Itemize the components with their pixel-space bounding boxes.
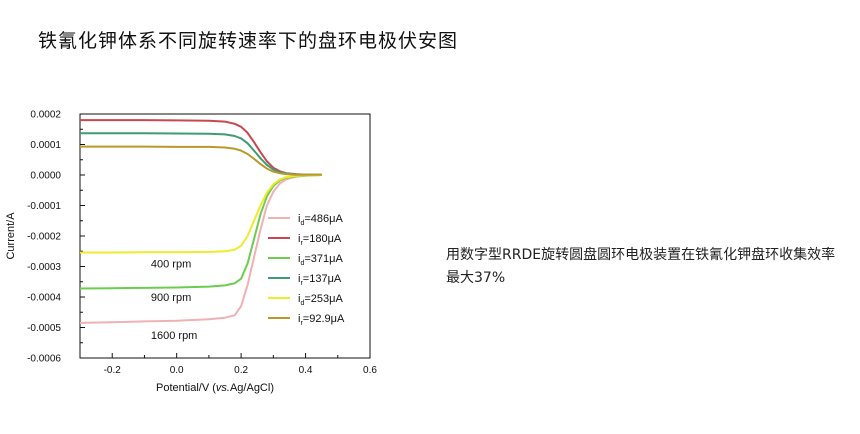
legend-label-0: id=486μA bbox=[298, 213, 343, 227]
y-tick-label: -0.0002 bbox=[27, 232, 61, 243]
x-axis-title: Potential/V (vs.Ag/AgCl) bbox=[156, 382, 274, 394]
y-tick-label: 0.0002 bbox=[30, 110, 61, 121]
legend-label-rest: =137μA bbox=[303, 273, 342, 285]
legend-label-main: i bbox=[298, 213, 300, 225]
chart-svg: 0.0002 0.0001 0.0000 -0.0001 -0.0002 -0.0003 -… bbox=[5, 110, 378, 395]
legend-label-rest: =486μA bbox=[304, 213, 343, 225]
y-tick-label: -0.0001 bbox=[27, 201, 61, 212]
legend-label-main: i bbox=[298, 273, 300, 285]
side-note: 用数字型RRDE旋转圆盘圆环电极装置在铁氰化钾盘环收集效率最大37% bbox=[446, 247, 836, 286]
legend-label-main: i bbox=[298, 313, 300, 325]
legend-label-2: id=371μA bbox=[298, 253, 343, 267]
axis-ticks bbox=[79, 113, 371, 359]
legend-label-3: ir=137μA bbox=[298, 273, 342, 287]
y-tick-label: -0.0005 bbox=[27, 323, 61, 334]
series-line-5 bbox=[80, 145, 322, 176]
rpm-label: 900 rpm bbox=[151, 292, 191, 304]
x-axis-title-suffix: Ag/AgCl) bbox=[230, 382, 274, 394]
legend-label-5: ir=92.9μA bbox=[298, 313, 345, 327]
x-axis-title-italic: vs. bbox=[216, 382, 230, 394]
legend-label-sub: r bbox=[300, 320, 303, 327]
y-tick-label: -0.0004 bbox=[27, 293, 61, 304]
y-tick-label: 0.0001 bbox=[30, 140, 61, 151]
y-axis-title: Current/A bbox=[5, 212, 17, 260]
x-tick-label: 0.0 bbox=[170, 365, 184, 376]
y-tick-label: -0.0006 bbox=[27, 354, 61, 365]
rpm-annotations: 400 rpm 900 rpm 1600 rpm bbox=[151, 258, 197, 342]
series-line-2 bbox=[79, 174, 322, 290]
y-tick-label: 0.0000 bbox=[30, 171, 61, 182]
legend-label-main: i bbox=[298, 253, 300, 265]
y-tick-label: -0.0003 bbox=[27, 262, 61, 273]
series-line-4 bbox=[80, 174, 322, 254]
legend-label-sub: d bbox=[300, 220, 304, 227]
legend-label-4: id=253μA bbox=[298, 293, 343, 307]
legend-label-main: i bbox=[298, 233, 300, 245]
legend-label-sub: r bbox=[300, 280, 303, 287]
legend-label-main: i bbox=[298, 293, 300, 305]
legend-label-sub: r bbox=[300, 240, 303, 247]
y-tick-labels: 0.0002 0.0001 0.0000 -0.0001 -0.0002 -0.0003 -… bbox=[27, 110, 61, 365]
series-lines bbox=[79, 119, 322, 324]
slide-title: 铁氰化钾体系不同旋转速率下的盘环电极伏安图 bbox=[38, 30, 459, 52]
chart: 0.0002 0.0001 0.0000 -0.0001 -0.0002 -0.0003 -… bbox=[0, 100, 400, 400]
x-axis-title-prefix: Potential/V ( bbox=[156, 382, 216, 394]
legend-label-sub: d bbox=[300, 300, 304, 307]
x-tick-label: -0.2 bbox=[104, 365, 122, 376]
legend-label-rest: =253μA bbox=[304, 293, 343, 305]
x-tick-label: 0.4 bbox=[299, 365, 313, 376]
x-tick-labels: -0.2 0.0 0.2 0.4 0.6 bbox=[104, 365, 378, 376]
x-tick-label: 0.6 bbox=[363, 365, 377, 376]
series-line-3 bbox=[80, 132, 322, 176]
legend-label-rest: =180μA bbox=[303, 233, 342, 245]
rpm-label: 1600 rpm bbox=[151, 330, 197, 342]
x-tick-label: 0.2 bbox=[234, 365, 248, 376]
legend-label-rest: =371μA bbox=[304, 253, 343, 265]
series-line-0 bbox=[79, 174, 322, 324]
legend-label-rest: =92.9μA bbox=[303, 313, 345, 325]
legend-label-1: ir=180μA bbox=[298, 233, 342, 247]
rpm-label: 400 rpm bbox=[151, 258, 191, 270]
legend: id=486μAir=180μAid=371μAir=137μAid=253μA… bbox=[268, 213, 345, 327]
legend-label-sub: d bbox=[300, 260, 304, 267]
